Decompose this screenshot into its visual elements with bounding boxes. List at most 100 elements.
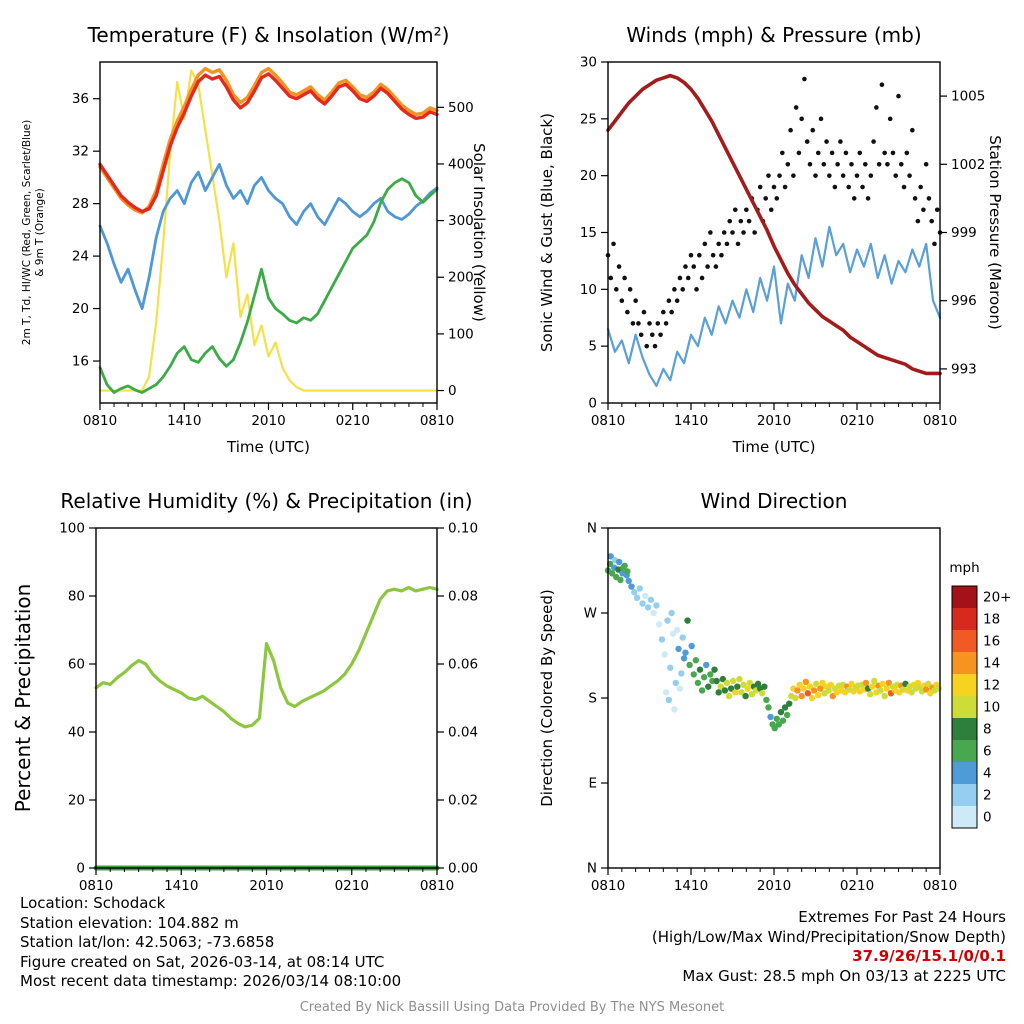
y-axis-label-left: & 9m T (Orange)	[34, 188, 46, 277]
svg-text:32: 32	[72, 144, 89, 160]
svg-text:16: 16	[72, 354, 89, 370]
svg-text:2: 2	[983, 788, 992, 804]
legend-title: mph	[949, 560, 979, 576]
svg-text:1002: 1002	[951, 157, 985, 173]
svg-text:15: 15	[580, 225, 597, 241]
y-axis-label-right: Solar Insolation (Yellow)	[470, 143, 488, 322]
credit-line: Created By Nick Bassill Using Data Provi…	[299, 1000, 725, 1015]
svg-text:0: 0	[76, 861, 85, 877]
svg-text:0810: 0810	[83, 413, 117, 429]
station-elevation: Station elevation: 104.882 m	[20, 913, 239, 932]
svg-text:20: 20	[580, 168, 597, 184]
max-gust: Max Gust: 28.5 mph On 03/13 at 2225 UTC	[682, 966, 1006, 985]
svg-text:400: 400	[448, 156, 474, 172]
extremes-subtitle: (High/Low/Max Wind/Precipitation/Snow De…	[651, 927, 1006, 946]
svg-text:300: 300	[448, 213, 474, 229]
svg-text:E: E	[588, 776, 597, 792]
svg-text:2010: 2010	[249, 878, 283, 894]
svg-text:0: 0	[448, 383, 457, 399]
svg-text:6: 6	[983, 744, 992, 760]
axes: 0810 1410 2010 0210 08100204060801000.000.02…	[11, 521, 478, 895]
svg-text:1410: 1410	[164, 878, 198, 894]
svg-text:1005: 1005	[951, 89, 985, 105]
svg-text:24: 24	[72, 249, 89, 265]
svg-text:0.10: 0.10	[448, 521, 478, 537]
svg-text:16: 16	[983, 634, 1000, 650]
svg-text:20: 20	[72, 301, 89, 317]
svg-text:0: 0	[983, 810, 992, 826]
svg-text:0810: 0810	[420, 878, 454, 894]
svg-text:1410: 1410	[167, 413, 201, 429]
axes: 0810 1410 2010 0210 081005101520253099399699…	[538, 55, 1004, 457]
extremes-values: 37.9/26/15.1/0/0.1	[852, 947, 1006, 965]
svg-text:200: 200	[448, 270, 474, 286]
svg-text:25: 25	[580, 111, 597, 127]
svg-text:0.02: 0.02	[448, 793, 478, 809]
svg-text:0810: 0810	[420, 413, 454, 429]
axes: 0810 1410 2010 0210 0810 16 20 24 28 32 36 0 100 200 3…	[21, 61, 488, 456]
svg-text:0810: 0810	[591, 413, 625, 429]
extremes-title: Extremes For Past 24 Hours	[798, 908, 1006, 926]
svg-text:0210: 0210	[336, 413, 370, 429]
chart-title: Winds (mph) & Pressure (mb)	[626, 23, 921, 47]
chart-title: Temperature (F) & Insolation (W/m²)	[87, 23, 450, 47]
svg-text:996: 996	[951, 293, 977, 309]
figure-created: Figure created on Sat, 2026-03-14, at 08…	[20, 952, 385, 971]
y-axis-label-left: Sonic Wind & Gust (Blue, Black)	[538, 113, 556, 352]
chart-title: Wind Direction	[701, 489, 848, 513]
svg-text:1410: 1410	[674, 878, 708, 894]
svg-text:100: 100	[59, 521, 85, 537]
svg-text:10: 10	[983, 700, 1000, 716]
svg-text:N: N	[587, 521, 597, 537]
svg-text:1410: 1410	[674, 413, 708, 429]
y-axis-label-left: Percent & Precipitation	[11, 584, 35, 813]
y-axis-label-right: Station Pressure (Maroon)	[986, 135, 1004, 329]
svg-text:0.00: 0.00	[448, 861, 478, 877]
svg-text:0210: 0210	[840, 878, 874, 894]
svg-text:0.04: 0.04	[448, 725, 478, 741]
svg-text:993: 993	[951, 361, 977, 377]
series-dew-point	[98, 177, 439, 394]
svg-text:8: 8	[983, 722, 992, 738]
svg-text:0.06: 0.06	[448, 657, 478, 673]
y-axis-label-left: 2m T, Td, HI/WC (Red, Green, Scarlet/Blu…	[21, 120, 33, 345]
chart-humidity-precipitation: Relative Humidity (%) & Precipitation (i…	[11, 489, 478, 895]
scatter-wind-gust	[605, 76, 943, 349]
x-axis-label: Time (UTC)	[226, 438, 310, 456]
chart-title: Relative Humidity (%) & Precipitation (i…	[60, 489, 472, 513]
extremes-info: Extremes For Past 24 Hours (High/Low/Max…	[652, 908, 1006, 986]
svg-text:80: 80	[68, 589, 85, 605]
station-latlon: Station lat/lon: 42.5063; -73.6858	[20, 933, 275, 951]
svg-text:0810: 0810	[79, 878, 113, 894]
svg-text:2010: 2010	[251, 413, 285, 429]
speed-colorbar-legend: mph 0 2 4 6 8 10 12 14 16 18 20+	[949, 560, 1012, 829]
svg-text:12: 12	[983, 678, 1000, 694]
svg-text:60: 60	[68, 657, 85, 673]
svg-text:100: 100	[448, 326, 474, 342]
chart-temperature-insolation: Temperature (F) & Insolation (W/m²) 0810 1…	[21, 23, 488, 456]
svg-text:S: S	[588, 691, 597, 707]
svg-text:28: 28	[72, 196, 89, 212]
scatter-wind-direction	[604, 553, 942, 732]
svg-text:0210: 0210	[840, 413, 874, 429]
svg-text:20: 20	[68, 793, 85, 809]
svg-text:2010: 2010	[757, 878, 791, 894]
svg-text:2010: 2010	[757, 413, 791, 429]
x-axis-label: Time (UTC)	[732, 438, 816, 456]
svg-text:500: 500	[448, 100, 474, 116]
svg-text:30: 30	[580, 55, 597, 71]
chart-winds-pressure: Winds (mph) & Pressure (mb)0810 1410 2010 0…	[538, 23, 1004, 457]
svg-text:4: 4	[983, 766, 992, 782]
y-axis-label-left: Direction (Colored By Speed)	[538, 589, 556, 807]
series-2m-temperature	[98, 72, 439, 214]
series-solar-insolation	[98, 69, 439, 392]
svg-text:5: 5	[588, 339, 597, 355]
svg-text:0: 0	[588, 396, 597, 412]
station-info: Location: Schodack Station elevation: 10…	[20, 894, 401, 992]
svg-text:40: 40	[68, 725, 85, 741]
svg-text:0210: 0210	[335, 878, 369, 894]
series-sonic-wind	[606, 225, 942, 388]
